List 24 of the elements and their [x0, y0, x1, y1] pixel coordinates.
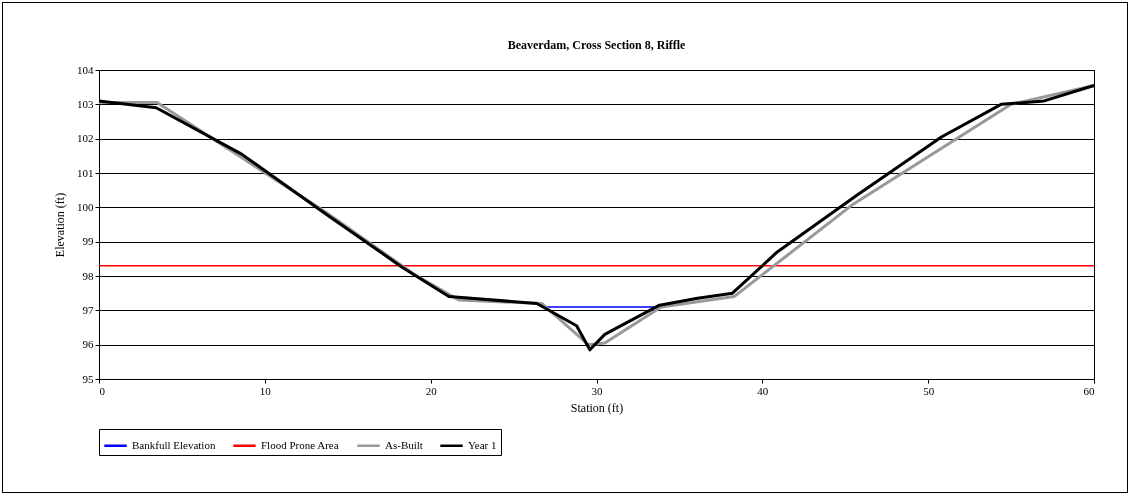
y-tick-label: 102	[77, 132, 94, 145]
y-tick-label: 99	[82, 235, 94, 248]
legend-label: Year 1	[468, 438, 497, 451]
y-tick-label: 96	[82, 338, 94, 351]
x-tick-label: 30	[591, 384, 603, 397]
y-tick-label: 103	[77, 97, 94, 110]
y-tick-label: 95	[82, 372, 94, 385]
x-axis-title: Station (ft)	[570, 400, 624, 415]
y-tick-label: 100	[77, 200, 94, 213]
y-tick-label: 104	[77, 63, 94, 76]
y-tick-label: 101	[77, 166, 94, 179]
x-tick-label: 20	[425, 384, 438, 397]
legend-label: Bankfull Elevation	[132, 438, 216, 451]
chart-title: Beaverdam, Cross Section 8, Riffle	[507, 38, 687, 52]
y-tick-label: 97	[82, 303, 94, 316]
x-tick-label: 50	[923, 384, 935, 397]
y-tick-label: 98	[82, 269, 94, 282]
x-tick-label: 10	[259, 384, 272, 397]
legend-label: Flood Prone Area	[261, 438, 339, 451]
x-tick-label: 0	[99, 384, 106, 397]
legend-label: As-Built	[385, 438, 423, 451]
x-tick-label: 40	[757, 384, 769, 397]
x-tick-label: 60	[1083, 384, 1095, 397]
y-axis-title: Elevation (ft)	[53, 192, 67, 258]
